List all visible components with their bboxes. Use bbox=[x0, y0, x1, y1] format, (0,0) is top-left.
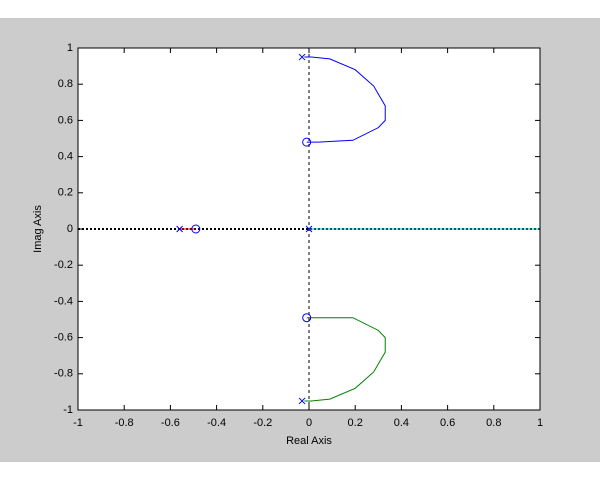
y-tick-label: -0.8 bbox=[54, 368, 73, 380]
zero-marker bbox=[191, 224, 201, 234]
pole-marker bbox=[298, 397, 306, 405]
x-tick-label: 0.2 bbox=[348, 417, 363, 429]
pole-marker bbox=[298, 53, 306, 61]
y-tick-label: 0.4 bbox=[58, 151, 73, 163]
locus-branch bbox=[304, 56, 386, 143]
zero-marker bbox=[302, 137, 312, 147]
zero-marker bbox=[302, 313, 312, 323]
axes-box bbox=[77, 47, 541, 411]
y-tick-label: 1 bbox=[67, 42, 73, 54]
y-tick-label: -0.6 bbox=[54, 332, 73, 344]
y-tick-label: -1 bbox=[63, 404, 73, 416]
y-tick-label: -0.4 bbox=[54, 295, 73, 307]
y-tick-label: 0 bbox=[67, 223, 73, 235]
pole-marker bbox=[305, 225, 313, 233]
y-tick-label: 0.2 bbox=[58, 187, 73, 199]
y-tick-label: 0.8 bbox=[58, 78, 73, 90]
x-tick-label: -0.4 bbox=[207, 417, 226, 429]
x-axis-label: Real Axis bbox=[286, 435, 332, 447]
x-tick-label: -0.8 bbox=[115, 417, 134, 429]
y-tick-label: -0.2 bbox=[54, 259, 73, 271]
x-tick-label: -0.6 bbox=[161, 417, 180, 429]
x-tick-label: -1 bbox=[73, 417, 83, 429]
pole-marker bbox=[176, 225, 183, 233]
x-tick-label: 1 bbox=[537, 417, 543, 429]
x-tick-label: 0.8 bbox=[486, 417, 501, 429]
y-tick-label: 0.6 bbox=[58, 114, 73, 126]
y-axis-label: Imag Axis bbox=[32, 205, 44, 253]
x-tick-label: -0.2 bbox=[253, 417, 272, 429]
locus-branch bbox=[304, 317, 386, 402]
x-tick-label: 0.4 bbox=[394, 417, 409, 429]
x-tick-label: 0.6 bbox=[440, 417, 455, 429]
x-tick-label: 0 bbox=[306, 417, 312, 429]
